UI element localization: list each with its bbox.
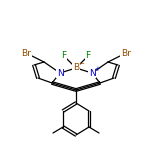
Text: F: F (61, 52, 67, 60)
Text: F: F (85, 52, 91, 60)
Text: B: B (73, 64, 79, 73)
Text: N: N (57, 69, 63, 78)
Text: +: + (94, 66, 100, 72)
Text: N: N (89, 69, 95, 78)
Text: −: − (78, 61, 84, 67)
Text: Br: Br (21, 48, 31, 57)
Text: Br: Br (121, 48, 131, 57)
